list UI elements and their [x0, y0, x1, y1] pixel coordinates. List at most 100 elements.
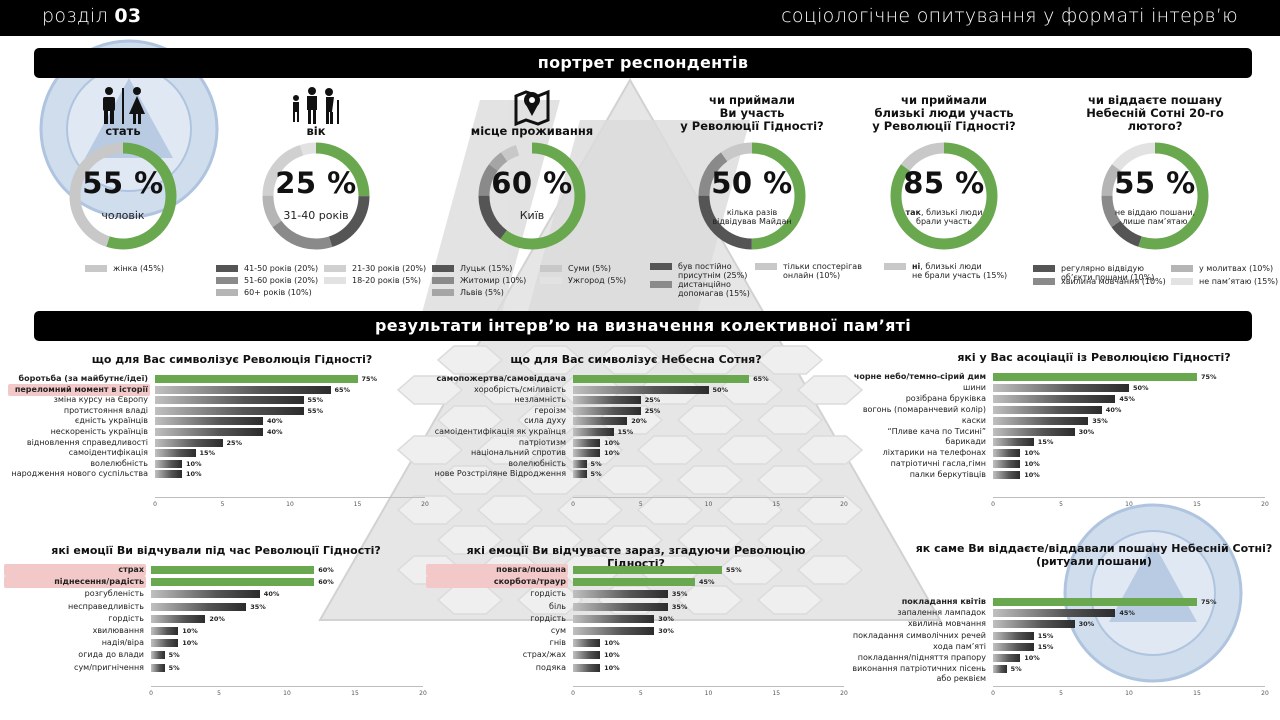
bar-value-label: 25%	[226, 438, 243, 447]
tick-label: 5	[638, 501, 643, 508]
bar-label: запалення лампадок	[897, 608, 986, 618]
legend-label: 60+ років (10%)	[244, 288, 312, 297]
x-axis	[993, 497, 1265, 498]
donut-chart	[1101, 142, 1209, 250]
bar	[573, 396, 641, 405]
bar	[993, 427, 1075, 436]
legend-label: регулярно відвідую об’єкти пошани (10%)	[1061, 264, 1155, 282]
tick-label: 20	[1261, 690, 1269, 697]
bar-value-label: 15%	[199, 449, 216, 458]
bar-label: надія/віра	[101, 638, 144, 648]
bar-label: самоідентифікація	[68, 448, 148, 458]
bar-value-label: 65%	[334, 385, 351, 394]
bar	[993, 405, 1102, 414]
bar-value-label: 10%	[182, 627, 198, 635]
tick-label: 10	[704, 501, 713, 508]
map-pin-icon	[514, 89, 550, 127]
chart-title: що для Вас символізує Небесна Сотня?	[510, 353, 762, 366]
bar-label: протистояння владі	[63, 405, 148, 415]
donut-caption: не віддаю пошани, лише пам’ятаю	[1114, 208, 1196, 226]
bar	[151, 602, 247, 611]
bar-value-label: 40%	[267, 417, 283, 426]
bar-value-label: 15%	[1037, 642, 1054, 651]
bar	[151, 566, 315, 574]
highlight-box	[426, 564, 568, 576]
tick-label: 15	[351, 690, 359, 697]
legend-swatch	[432, 265, 454, 272]
bar	[573, 375, 750, 383]
legend-swatch	[650, 281, 672, 288]
bar-value-label: 75%	[1201, 598, 1217, 606]
bar-value-label: 45%	[1119, 609, 1135, 618]
legend-label: 51-60 років (20%)	[244, 276, 319, 285]
legend-label: Суми (5%)	[568, 264, 612, 273]
bar-label: страх/жах	[522, 650, 566, 660]
bar	[573, 417, 628, 426]
bar	[151, 590, 260, 599]
donut-segment	[478, 142, 586, 250]
bar-label: переломний момент в історії	[14, 384, 148, 394]
donut-chart	[262, 142, 370, 250]
bar-label: національний спротив	[470, 448, 566, 458]
bar	[151, 578, 315, 587]
bar-label: незламність	[514, 395, 566, 405]
donut-segment	[890, 142, 998, 250]
bar	[151, 614, 206, 623]
x-axis	[993, 686, 1265, 687]
legend-label: 21-30 років (20%)	[352, 264, 427, 273]
bar-label: самоідентифікація як українця	[434, 427, 566, 436]
people-gender-icon-wrap	[93, 86, 153, 126]
donut-segment	[262, 142, 370, 250]
portrait-title: місце проживання	[470, 124, 594, 138]
legend-label: ні, близькі люди не брали участь (15%)	[912, 262, 1008, 280]
bar	[993, 416, 1089, 425]
tick-label: 10	[283, 690, 291, 697]
tick-label: 15	[1193, 501, 1201, 508]
bar-value-label: 40%	[267, 428, 283, 436]
legend-label: дистанційно допомагав (15%)	[678, 280, 750, 298]
bar-value-label: 5%	[1010, 665, 1022, 674]
tick-label: 15	[772, 501, 781, 508]
bar-label: волелюбність	[90, 458, 148, 468]
bar	[573, 663, 601, 672]
bar-value-label: 20%	[209, 614, 225, 623]
bar-label: хвилина мовчання	[907, 619, 986, 629]
legend-swatch	[1033, 265, 1055, 272]
bar-label: розібрана бруківка	[905, 393, 986, 403]
donut-segment	[262, 142, 370, 250]
chart-title: які емоції Ви відчували під час Революці…	[51, 544, 381, 557]
tick-label: 5	[638, 690, 643, 697]
section-label: розділ 03	[42, 5, 142, 27]
bar-value-label: 10%	[1024, 654, 1040, 662]
banner-portrait: портрет респондентів	[34, 48, 1252, 78]
bar-value-label: 55%	[726, 566, 742, 574]
bar	[155, 438, 223, 447]
legend-label: хвилина мовчання (10%)	[1061, 277, 1166, 286]
legend-label: Житомир (10%)	[460, 276, 527, 285]
bar	[573, 614, 655, 623]
bar	[573, 590, 668, 599]
donut-percent: 60 %	[491, 166, 573, 200]
bar	[573, 438, 601, 447]
tick-label: 0	[153, 501, 157, 508]
tick-label: 0	[571, 690, 575, 697]
bar-label: каски	[961, 415, 986, 425]
legend-label: у молитвах (10%)	[1199, 264, 1274, 273]
bar	[151, 639, 179, 648]
donut-chart	[69, 142, 177, 250]
tick-label: 20	[840, 690, 848, 697]
bar-value-label: 50%	[1133, 383, 1149, 392]
x-axis	[573, 686, 844, 687]
bar-value-label: 10%	[1024, 460, 1040, 469]
portrait-title: чи приймали Ви участь у Революції Гідності…	[680, 93, 824, 133]
tick-label: 20	[1261, 501, 1269, 508]
legend-swatch	[540, 277, 562, 284]
x-axis	[155, 497, 425, 498]
donut-percent: 55 %	[1114, 166, 1196, 200]
bar-value-label: 5%	[590, 459, 602, 468]
legend-swatch	[1171, 265, 1193, 272]
bar-value-label: 45%	[698, 578, 715, 587]
bar-value-label: 35%	[671, 590, 688, 599]
bar-label: повага/пошана	[496, 565, 566, 574]
donut-chart	[890, 142, 998, 250]
